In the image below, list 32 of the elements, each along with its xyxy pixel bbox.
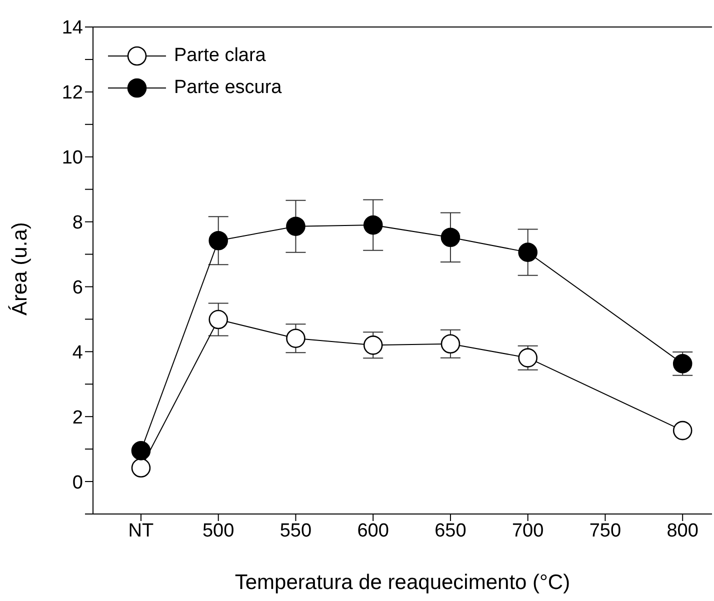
- y-tick-label: 0: [72, 472, 83, 494]
- x-tick-label: 750: [589, 520, 622, 542]
- point: [518, 242, 538, 262]
- x-tick-label: 600: [357, 520, 389, 542]
- x-tick-label: 800: [666, 520, 698, 542]
- y-tick-label: 10: [62, 148, 83, 169]
- point: [286, 216, 306, 236]
- x-tick-label: 700: [512, 520, 544, 542]
- y-tick-label: 2: [72, 407, 83, 428]
- y-tick-label: 4: [72, 342, 84, 364]
- point: [131, 458, 151, 478]
- y-tick-label: 14: [62, 18, 84, 39]
- point: [440, 334, 460, 354]
- x-tick-label: NT: [128, 520, 154, 542]
- point: [131, 441, 151, 460]
- y-tick-label: 8: [72, 212, 83, 234]
- y-axis-title: Área (u.a): [7, 222, 32, 316]
- y-tick-label: 12: [62, 82, 83, 104]
- x-axis-title: Temperatura de reaquecimento (°C): [234, 571, 570, 594]
- legend-label: Parte escura: [174, 77, 282, 99]
- point: [363, 215, 383, 235]
- point: [672, 420, 692, 440]
- point: [286, 328, 306, 348]
- legend-label: Parte clara: [174, 45, 266, 67]
- point: [440, 228, 460, 248]
- point: [208, 230, 228, 250]
- x-tick-label: 650: [434, 520, 466, 542]
- y-tick-label: 6: [72, 277, 83, 298]
- point: [208, 310, 228, 330]
- x-tick-label: 500: [202, 520, 234, 542]
- x-tick-label: 550: [280, 520, 312, 542]
- point: [363, 336, 383, 355]
